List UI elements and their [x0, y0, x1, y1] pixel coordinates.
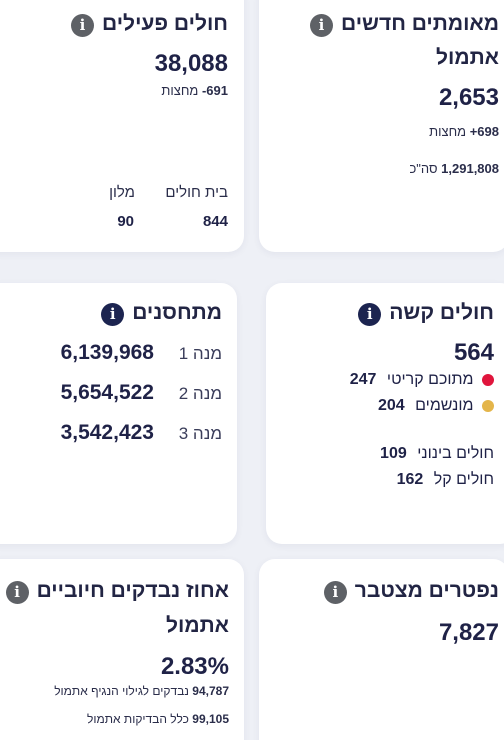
moderate-label: חולים בינוני	[417, 445, 494, 462]
midnight-delta: -691	[201, 83, 228, 98]
tests-value: 99,105	[192, 712, 229, 726]
info-icon[interactable]: i	[5, 581, 29, 605]
severe-value: 564	[453, 339, 494, 366]
card-title: אחוז נבדקים חיוביים	[36, 579, 229, 602]
info-icon[interactable]: i	[101, 303, 125, 327]
card-subtitle: אתמול	[166, 614, 229, 637]
ventilated-value: 204	[377, 397, 405, 414]
card-new-confirmed: מאומתים חדשים i אתמול 2,653 +698 מחצות 1,…	[259, 0, 504, 252]
card-positive-rate: אחוז נבדקים חיובייםi אתמול 2.83% 94,787 …	[0, 559, 244, 740]
ventilated-dot	[482, 399, 494, 412]
dose1-label: מנה 1	[178, 344, 222, 363]
dose2-value: 5,654,522	[60, 381, 154, 404]
dose3-label: מנה 3	[178, 424, 222, 443]
total-value: 1,291,808	[441, 161, 499, 176]
card-severe: חולים קשה i 564 מתוכם קריטי 247 מונשמים 2…	[266, 283, 504, 544]
positive-rate-value: 2.83%	[160, 653, 229, 680]
card-title: חולים קשה	[389, 301, 494, 324]
card-subtitle: אתמול	[436, 46, 499, 69]
tested-value: 94,787	[192, 684, 229, 698]
moderate-value: 109	[380, 445, 407, 462]
tested-label: נבדקים לגילוי הנגיף אתמול	[54, 684, 189, 698]
dose3-value: 3,542,423	[60, 421, 154, 444]
tests-label: כלל הבדיקות אתמול	[87, 712, 189, 726]
ventilated-label: מונשמים	[415, 397, 474, 414]
hospital-value: 844	[202, 213, 228, 230]
dose1-value: 6,139,968	[60, 341, 154, 364]
critical-label: מתוכם קריטי	[386, 371, 474, 388]
card-title: מתחסנים	[132, 301, 222, 324]
hospital-label: בית חולים	[165, 184, 228, 201]
card-title: חולים פעילים	[102, 12, 228, 35]
new-confirmed-value: 2,653	[438, 84, 499, 111]
info-icon[interactable]: i	[358, 303, 382, 327]
info-icon[interactable]: i	[71, 14, 95, 38]
critical-value: 247	[349, 371, 377, 388]
critical-dot	[482, 373, 494, 386]
hotel-label: מלון	[109, 184, 135, 201]
card-active-patients: חולים פעילים i 38,088 -691 מחצות בית חולי…	[0, 0, 244, 252]
info-icon[interactable]: i	[310, 14, 334, 38]
card-title: נפטרים מצטבר	[354, 579, 499, 602]
total-label: סה"כ	[409, 161, 438, 176]
mild-label: חולים קל	[433, 471, 494, 488]
card-title: מאומתים חדשים	[341, 12, 499, 35]
deceased-value: 7,827	[438, 619, 499, 646]
midnight-delta: +698	[469, 124, 499, 139]
midnight-label: מחצות	[429, 124, 467, 139]
hotel-value: 90	[117, 213, 134, 230]
dose2-label: מנה 2	[178, 384, 222, 403]
mild-value: 162	[396, 471, 424, 488]
card-vaccinated: מתחסנים i מנה 1 6,139,968 מנה 2 5,654,522…	[0, 283, 237, 544]
card-deceased: נפטרים מצטבר i 7,827	[259, 559, 504, 740]
info-icon[interactable]: i	[323, 581, 347, 605]
active-patients-value: 38,088	[154, 50, 228, 77]
midnight-label: מחצות	[161, 83, 199, 98]
